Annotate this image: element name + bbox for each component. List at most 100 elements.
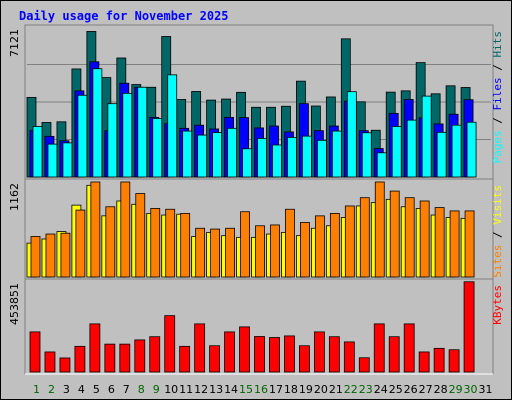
bar-kbytes-day-24 xyxy=(373,323,385,373)
bar-sites-day-27 xyxy=(419,200,430,278)
bar-kbytes-day-6 xyxy=(104,343,116,373)
bar-sites-day-6 xyxy=(105,206,116,278)
bar-sites-day-7 xyxy=(120,181,131,278)
bar-pages-day-20 xyxy=(316,139,327,178)
right-axis-labels: Pages / Files / Hits xyxy=(491,31,504,164)
bar-pages-day-3 xyxy=(62,142,73,178)
bar-pages-day-27 xyxy=(421,95,432,178)
bar-pages-day-8 xyxy=(137,86,148,178)
x-label-day-19: 19 xyxy=(299,383,313,396)
x-label-day-15: 15 xyxy=(239,383,253,396)
bar-pages-day-26 xyxy=(406,119,417,178)
bar-sites-day-2 xyxy=(45,233,56,278)
right-axis-label-part: Files xyxy=(491,77,504,110)
x-label-day-22: 22 xyxy=(344,383,358,396)
x-label-day-20: 20 xyxy=(314,383,328,396)
bar-sites-day-21 xyxy=(329,212,340,278)
bar-kbytes-day-19 xyxy=(299,345,310,373)
bar-sites-day-4 xyxy=(75,209,86,278)
bar-sites-day-26 xyxy=(404,197,415,278)
x-label-day-28: 28 xyxy=(434,383,448,396)
right-axis-label-part: Pages xyxy=(491,130,504,163)
bar-pages-day-17 xyxy=(272,144,282,178)
bar-pages-day-7 xyxy=(122,92,133,178)
bar-sites-day-29 xyxy=(449,210,460,278)
bar-pages-day-28 xyxy=(436,131,447,178)
bar-pages-day-23 xyxy=(361,132,372,178)
x-label-day-12: 12 xyxy=(194,383,208,396)
bar-pages-day-6 xyxy=(107,103,118,178)
bar-kbytes-day-13 xyxy=(209,345,221,373)
bar-sites-day-12 xyxy=(195,227,206,278)
y-max-label: 1162 xyxy=(8,183,21,211)
bar-kbytes-day-18 xyxy=(284,335,295,373)
bar-kbytes-day-11 xyxy=(179,345,191,373)
x-label-day-4: 4 xyxy=(78,383,85,396)
bar-sites-day-17 xyxy=(270,224,280,278)
bar-sites-day-25 xyxy=(389,190,400,278)
bar-kbytes-day-4 xyxy=(74,345,86,373)
bar-pages-day-16 xyxy=(257,138,267,178)
bar-kbytes-day-16 xyxy=(254,336,265,373)
x-label-day-24: 24 xyxy=(374,383,388,396)
bar-kbytes-day-7 xyxy=(119,343,131,373)
x-label-day-31: 31 xyxy=(479,383,493,396)
bar-sites-day-19 xyxy=(300,222,310,278)
bar-sites-day-15 xyxy=(240,211,250,278)
bar-sites-day-20 xyxy=(314,215,325,278)
bar-kbytes-day-3 xyxy=(59,357,71,373)
y-max-label: 453851 xyxy=(8,283,21,325)
x-label-day-3: 3 xyxy=(63,383,70,396)
bar-pages-day-30 xyxy=(466,121,477,178)
bar-sites-day-30 xyxy=(464,210,475,278)
right-axis-label-part: / xyxy=(491,58,504,78)
x-label-day-9: 9 xyxy=(153,383,160,396)
bar-kbytes-day-1 xyxy=(29,331,41,373)
bar-sites-day-23 xyxy=(359,197,370,278)
x-label-day-5: 5 xyxy=(93,383,100,396)
x-label-day-10: 10 xyxy=(164,383,178,396)
right-axis-label-part: Hits xyxy=(491,31,504,58)
bar-kbytes-day-25 xyxy=(388,336,400,373)
right-axis-label-part: Sites xyxy=(491,245,504,278)
bar-kbytes-day-15 xyxy=(239,326,250,373)
x-label-day-13: 13 xyxy=(209,383,223,396)
bar-sites-day-13 xyxy=(210,228,221,278)
x-label-day-30: 30 xyxy=(464,383,478,396)
bar-sites-day-22 xyxy=(344,205,355,278)
bar-pages-day-19 xyxy=(302,135,312,178)
bar-kbytes-day-8 xyxy=(134,339,146,373)
x-label-day-11: 11 xyxy=(179,383,193,396)
bar-kbytes-day-9 xyxy=(149,336,161,373)
right-axis-label-part: / xyxy=(491,111,504,131)
bar-pages-day-1 xyxy=(32,126,43,178)
bar-pages-day-10 xyxy=(167,74,178,178)
right-axis-label-part: Visits xyxy=(491,185,504,225)
bar-kbytes-day-2 xyxy=(44,351,56,373)
bar-kbytes-day-27 xyxy=(418,351,430,373)
bar-sites-day-24 xyxy=(374,181,385,278)
right-axis-label-part: / xyxy=(491,225,504,245)
x-label-day-23: 23 xyxy=(359,383,373,396)
bar-kbytes-day-21 xyxy=(328,336,340,373)
bar-kbytes-day-26 xyxy=(403,323,415,373)
bar-pages-day-15 xyxy=(242,148,252,178)
y-max-label: 7121 xyxy=(8,29,21,57)
bar-pages-day-24 xyxy=(376,152,387,178)
bar-pages-day-22 xyxy=(346,91,357,178)
bar-sites-day-8 xyxy=(135,193,146,278)
x-label-day-17: 17 xyxy=(269,383,283,396)
x-label-day-26: 26 xyxy=(404,383,418,396)
bar-sites-day-1 xyxy=(30,236,41,278)
bar-pages-day-5 xyxy=(92,68,103,178)
right-axis-label-part: KBytes xyxy=(491,285,504,325)
bar-sites-day-18 xyxy=(285,208,295,278)
bar-pages-day-2 xyxy=(47,143,58,178)
bar-kbytes-day-28 xyxy=(433,347,445,373)
x-label-day-2: 2 xyxy=(48,383,55,396)
bar-sites-day-5 xyxy=(90,181,101,278)
bar-pages-day-25 xyxy=(391,126,402,178)
bar-pages-day-9 xyxy=(152,118,163,178)
bar-sites-day-16 xyxy=(255,225,265,278)
